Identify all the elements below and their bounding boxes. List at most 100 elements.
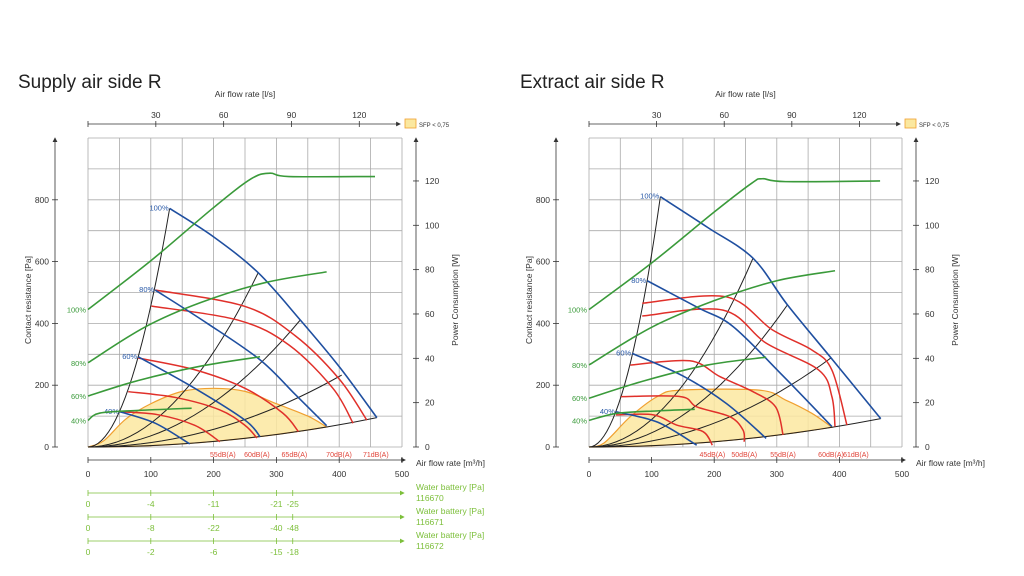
sound-curve-label: 61dB(A) bbox=[843, 452, 869, 459]
bottom-axis-tick-label: 500 bbox=[395, 469, 409, 479]
water-battery-label: Water battery [Pa] bbox=[416, 506, 484, 516]
chart-title: Supply air side R bbox=[18, 72, 162, 93]
power-curve bbox=[87, 271, 327, 364]
system-curve bbox=[87, 374, 342, 448]
sound-curve bbox=[128, 390, 258, 439]
sound-curve bbox=[642, 294, 848, 426]
sound-curve-label: 71dB(A) bbox=[363, 452, 389, 459]
extract-air-chart: Extract air side R Air flow rate [l/s] 30 6… bbox=[520, 72, 985, 479]
left-axis-tick-label: 400 bbox=[35, 318, 49, 328]
sound-curve-label: 65dB(A) bbox=[282, 452, 308, 459]
top-axis-tick-label: 120 bbox=[352, 110, 366, 120]
power-curve bbox=[87, 407, 192, 422]
right-axis-tick-label: 120 bbox=[425, 176, 439, 186]
water-battery-value: -22 bbox=[207, 523, 220, 533]
bottom-axis-label: Air flow rate [m³/h] bbox=[416, 458, 485, 468]
water-battery-label: Water battery [Pa] bbox=[416, 530, 484, 540]
top-axis-tick-label: 60 bbox=[719, 110, 729, 120]
left-axis-tick-label: 800 bbox=[536, 195, 550, 205]
bottom-axis-tick-label: 300 bbox=[770, 469, 784, 479]
sound-curve bbox=[155, 289, 368, 421]
left-axis-tick-label: 600 bbox=[35, 257, 49, 267]
sfp-legend-swatch bbox=[904, 118, 917, 129]
water-battery-value: -15 bbox=[270, 547, 283, 557]
fan-speed-label: 80% bbox=[631, 276, 646, 285]
fan-speed-curve bbox=[659, 196, 882, 420]
power-curve bbox=[588, 177, 881, 311]
top-axis-tick-label: 30 bbox=[151, 110, 161, 120]
sound-curve-label: 45dB(A) bbox=[699, 452, 725, 459]
bottom-axis-tick-label: 500 bbox=[895, 469, 909, 479]
power-curve-label: 40% bbox=[572, 416, 587, 425]
fan-speed-label: 60% bbox=[616, 348, 631, 357]
fan-speed-curve bbox=[137, 356, 261, 438]
bottom-axis-tick-label: 400 bbox=[332, 469, 346, 479]
water-battery-label: Water battery [Pa] bbox=[416, 482, 484, 492]
top-axis-label: Air flow rate [l/s] bbox=[715, 89, 775, 99]
fan-speed-curve bbox=[615, 410, 698, 446]
sound-curve bbox=[151, 305, 354, 424]
system-curve bbox=[87, 319, 301, 448]
right-axis-tick-label: 80 bbox=[425, 265, 435, 275]
sfp-legend-label: SFP < 0,75 bbox=[919, 123, 950, 129]
bottom-axis-tick-label: 0 bbox=[86, 469, 91, 479]
system-curve bbox=[87, 208, 171, 448]
system-curve bbox=[588, 257, 754, 448]
power-curve-label: 100% bbox=[568, 306, 588, 315]
water-battery-value: -4 bbox=[147, 499, 155, 509]
sound-curve bbox=[138, 357, 299, 433]
bottom-axis-tick-label: 100 bbox=[645, 469, 659, 479]
water-battery-value: -8 bbox=[147, 523, 155, 533]
sound-curve-label: 55dB(A) bbox=[770, 452, 796, 459]
power-curve-label: 40% bbox=[71, 416, 86, 425]
left-axis-tick-label: 600 bbox=[536, 257, 550, 267]
sound-curve bbox=[119, 411, 221, 443]
right-axis-tick-label: 100 bbox=[925, 220, 939, 230]
top-axis-label: Air flow rate [l/s] bbox=[215, 89, 275, 99]
bottom-axis-tick-label: 400 bbox=[832, 469, 846, 479]
water-battery-value: -2 bbox=[147, 547, 155, 557]
left-axis-label: Contact resistance [Pa] bbox=[23, 256, 33, 344]
fan-speed-curve bbox=[631, 352, 767, 439]
water-battery-value: -48 bbox=[287, 523, 300, 533]
right-axis-tick-label: 0 bbox=[925, 442, 930, 452]
fan-speed-curve bbox=[154, 289, 328, 427]
bottom-axis-tick-label: 0 bbox=[587, 469, 592, 479]
system-curve bbox=[588, 418, 881, 448]
power-curve bbox=[588, 269, 836, 366]
bottom-axis-tick-label: 300 bbox=[269, 469, 283, 479]
top-axis-tick-label: 90 bbox=[287, 110, 297, 120]
power-curve-label: 60% bbox=[71, 392, 86, 401]
right-axis-tick-label: 20 bbox=[925, 398, 935, 408]
sound-curve-label: 60dB(A) bbox=[818, 452, 844, 459]
right-axis-tick-label: 20 bbox=[425, 398, 435, 408]
sound-curve bbox=[630, 359, 784, 436]
water-battery-value: -18 bbox=[287, 547, 300, 557]
water-battery-value: -21 bbox=[270, 499, 283, 509]
right-axis-tick-label: 40 bbox=[925, 353, 935, 363]
supply-air-chart: Supply air side R Air flow rate [l/s] 30 60… bbox=[18, 72, 485, 557]
top-axis-tick-label: 30 bbox=[652, 110, 662, 120]
top-axis-tick-label: 60 bbox=[219, 110, 229, 120]
power-curve-label: 80% bbox=[71, 359, 86, 368]
sound-curve-label: 55dB(A) bbox=[210, 452, 236, 459]
top-axis-tick-label: 90 bbox=[787, 110, 797, 120]
system-curve bbox=[588, 196, 661, 448]
system-curve bbox=[87, 417, 377, 448]
power-curve bbox=[588, 408, 695, 422]
sound-curve bbox=[642, 308, 836, 427]
fan-speed-curve bbox=[169, 207, 378, 419]
left-axis-label: Contact resistance [Pa] bbox=[524, 256, 534, 344]
sfp-region bbox=[588, 388, 834, 448]
left-axis-tick-label: 400 bbox=[536, 318, 550, 328]
left-axis-tick-label: 0 bbox=[44, 442, 49, 452]
sound-curve bbox=[615, 413, 713, 446]
water-battery-value: -25 bbox=[287, 499, 300, 509]
water-battery-id: 116672 bbox=[416, 541, 444, 551]
power-curve bbox=[87, 355, 261, 397]
water-battery-value: -6 bbox=[210, 547, 218, 557]
sound-curve-label: 60dB(A) bbox=[244, 452, 270, 459]
left-axis-tick-label: 200 bbox=[35, 380, 49, 390]
power-curve-label: 100% bbox=[67, 306, 87, 315]
